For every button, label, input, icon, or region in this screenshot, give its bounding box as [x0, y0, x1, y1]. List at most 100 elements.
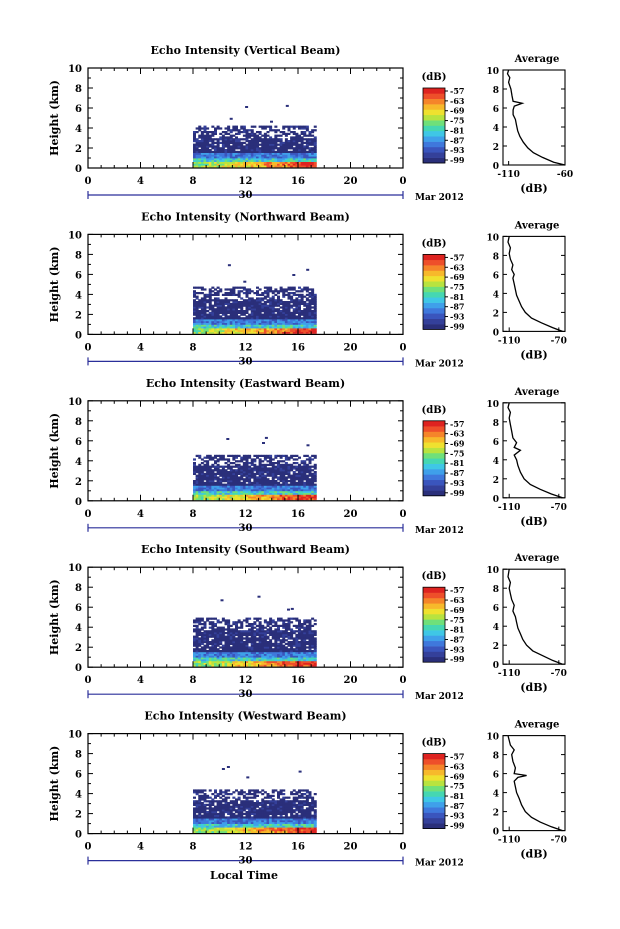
heatmap-cell [206, 485, 210, 488]
average-title: Average [514, 553, 560, 564]
heatmap-cell [279, 485, 283, 488]
colorbar-tick-label: -87 [450, 468, 464, 478]
heatmap-cell [240, 812, 244, 815]
heatmap-cell [292, 304, 296, 307]
heatmap-cell [292, 632, 296, 635]
heatmap-cell [237, 650, 241, 653]
heatmap-cell [287, 641, 291, 644]
heatmap-cell [240, 145, 244, 148]
heatmap-cell [303, 476, 307, 479]
heatmap-cell [240, 633, 244, 636]
heatmap-cell [245, 317, 249, 320]
heatmap-cell [227, 328, 231, 331]
heatmap-cell [235, 803, 238, 806]
heatmap-cell [256, 165, 259, 168]
heatmap-cell [227, 648, 231, 651]
heatmap-cell [219, 472, 223, 475]
heatmap-cell [211, 816, 215, 819]
heatmap-cell [229, 149, 233, 152]
heatmap-cell [277, 454, 280, 457]
heatmap-cell [248, 472, 252, 475]
heatmap-cell [242, 650, 246, 653]
heatmap-cell [235, 474, 238, 477]
heatmap-cell [219, 637, 223, 640]
heatmap-cell [198, 814, 202, 817]
heatmap-cell [235, 308, 238, 311]
heatmap-cell [303, 161, 307, 164]
heatmap-cell [274, 664, 278, 667]
heatmap-cell [198, 328, 202, 331]
colorbar-segment [423, 420, 445, 427]
heatmap-cell [245, 617, 249, 620]
heatmap-cell [237, 809, 241, 812]
heatmap-cell [292, 331, 296, 334]
heatmap-cell [211, 639, 215, 642]
heatmap-cell [216, 480, 220, 483]
heatmap-cell [219, 480, 223, 483]
heatmap-cell [292, 642, 296, 645]
heatmap-cell [298, 324, 301, 327]
heatmap-cell [211, 163, 215, 166]
heatmap-cell [206, 481, 210, 484]
heatmap-cell [229, 319, 233, 322]
heatmap-cell [292, 660, 296, 663]
heatmap-cell [282, 319, 286, 322]
heatmap-cell [206, 794, 210, 797]
heatmap-cell [269, 311, 273, 314]
y-tick-label: 6 [75, 104, 82, 115]
heatmap-cell [282, 644, 286, 647]
heatmap-cell [211, 800, 215, 803]
heatmap-cell [195, 814, 199, 817]
heatmap-cell [295, 481, 299, 484]
heatmap-cell [263, 292, 267, 295]
heatmap-cell [242, 161, 246, 164]
heatmap-cell [221, 662, 225, 665]
heatmap-cell [214, 322, 217, 325]
heatmap-cell [206, 469, 210, 472]
heatmap-cell [284, 646, 288, 649]
heatmap-cell [271, 152, 275, 155]
heatmap-cell [200, 496, 204, 499]
heatmap-cell [214, 639, 217, 642]
heatmap-cell [271, 480, 275, 483]
heatmap-cell [287, 621, 291, 624]
heatmap-cell [274, 328, 278, 331]
heatmap-cell [287, 147, 291, 150]
heatmap-cell [221, 301, 225, 304]
heatmap-cell [290, 143, 294, 146]
heatmap-cell [258, 633, 262, 636]
heatmap-cell [219, 827, 223, 830]
heatmap-cell [250, 624, 254, 627]
heatmap-cell [240, 829, 244, 832]
heatmap-cell [235, 483, 238, 486]
heatmap-cell [295, 302, 299, 305]
heatmap-cell [193, 809, 196, 812]
heatmap-cell [224, 619, 228, 622]
heatmap-cell [313, 150, 317, 153]
heatmap-cell [200, 814, 204, 817]
heatmap-cell [290, 301, 294, 304]
heatmap-cell [279, 328, 283, 331]
heatmap-cell [200, 474, 204, 477]
heatmap-cell [195, 664, 199, 667]
heatmap-cell [290, 456, 294, 459]
heatmap-cell [269, 326, 273, 329]
heatmap-cell [290, 156, 294, 159]
heatmap-cell [274, 469, 278, 472]
heatmap-cell [271, 308, 275, 311]
heatmap-cell [292, 141, 296, 144]
heatmap-cell [311, 498, 315, 501]
heatmap-cell [232, 313, 236, 316]
heatmap-cell [208, 454, 212, 457]
heatmap-cell [248, 664, 252, 667]
heatmap-cell [277, 659, 280, 662]
heatmap-cell [208, 633, 212, 636]
heatmap-cell [195, 650, 199, 653]
heatmap-cell [261, 134, 265, 137]
heatmap-cell [211, 809, 215, 812]
heatmap-cell [284, 152, 288, 155]
heatmap-cell [203, 478, 207, 481]
heatmap-cell [287, 626, 291, 629]
heatmap-cell [245, 456, 249, 459]
heatmap-cell [266, 331, 270, 334]
